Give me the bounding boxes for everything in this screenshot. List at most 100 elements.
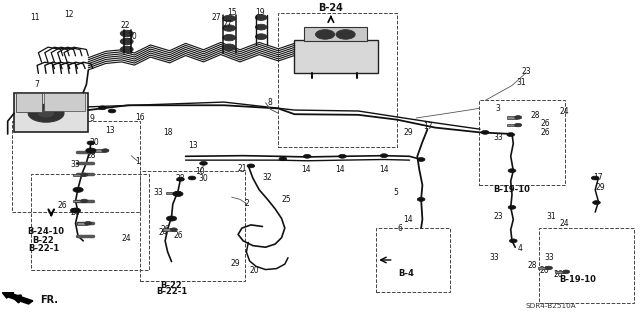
Text: 33: 33	[493, 133, 503, 142]
Circle shape	[200, 161, 207, 165]
Circle shape	[177, 177, 184, 181]
Text: 20: 20	[250, 266, 260, 275]
Circle shape	[545, 266, 552, 270]
Bar	[539, 228, 634, 303]
Circle shape	[120, 46, 133, 53]
Circle shape	[102, 149, 109, 152]
Text: 7: 7	[35, 80, 40, 89]
Text: 17: 17	[593, 173, 604, 182]
Circle shape	[417, 197, 425, 201]
Text: 24: 24	[559, 107, 570, 116]
Text: B-22: B-22	[161, 281, 182, 290]
Text: 26: 26	[173, 231, 183, 240]
Text: 2: 2	[244, 199, 249, 208]
Bar	[140, 171, 245, 281]
Text: 33: 33	[544, 253, 554, 262]
Circle shape	[515, 115, 522, 119]
Text: 6: 6	[397, 224, 403, 233]
Text: 26: 26	[58, 201, 68, 210]
Circle shape	[223, 44, 236, 50]
Circle shape	[508, 169, 516, 173]
Text: 28: 28	[531, 111, 540, 120]
Text: 24: 24	[122, 234, 132, 243]
Text: 28: 28	[86, 151, 95, 160]
Bar	[376, 228, 450, 292]
Text: B-22: B-22	[33, 236, 54, 245]
Bar	[555, 271, 565, 273]
Text: 5: 5	[393, 189, 398, 197]
Circle shape	[339, 154, 346, 158]
Text: 31: 31	[547, 212, 557, 221]
Circle shape	[255, 34, 267, 40]
Text: 12: 12	[65, 10, 74, 19]
Circle shape	[73, 187, 83, 192]
Text: B-24-10: B-24-10	[28, 227, 65, 236]
Circle shape	[87, 141, 95, 145]
Text: 23: 23	[493, 212, 503, 221]
Circle shape	[255, 24, 267, 30]
Circle shape	[507, 133, 515, 137]
Text: SDR4-B2510A: SDR4-B2510A	[525, 303, 576, 309]
Circle shape	[166, 216, 177, 221]
Circle shape	[170, 228, 177, 232]
Text: 22: 22	[120, 21, 129, 30]
Text: 4: 4	[517, 244, 522, 253]
Circle shape	[38, 109, 54, 117]
Bar	[44, 93, 85, 111]
Circle shape	[316, 30, 335, 39]
Bar	[77, 222, 87, 225]
Text: 14: 14	[301, 165, 311, 174]
Circle shape	[417, 158, 425, 161]
Text: 30: 30	[127, 32, 138, 41]
Circle shape	[593, 201, 600, 204]
Bar	[73, 174, 83, 176]
Circle shape	[508, 205, 516, 209]
Text: 13: 13	[105, 126, 115, 135]
Bar	[73, 200, 83, 202]
Text: 30: 30	[198, 174, 209, 182]
Text: 25: 25	[282, 195, 292, 204]
Bar	[278, 13, 397, 147]
Circle shape	[509, 239, 517, 243]
Bar	[16, 93, 42, 112]
Circle shape	[120, 30, 133, 37]
Bar	[31, 174, 149, 270]
Bar	[538, 267, 548, 269]
Text: 3: 3	[495, 104, 500, 113]
Bar	[163, 228, 173, 231]
Circle shape	[255, 15, 267, 20]
Text: 33: 33	[154, 189, 164, 197]
Text: 26: 26	[540, 119, 550, 128]
Text: 1: 1	[135, 157, 140, 166]
Circle shape	[515, 123, 522, 127]
Text: 14: 14	[335, 165, 346, 174]
Bar	[507, 116, 517, 119]
Text: 28: 28	[528, 261, 537, 270]
Text: 13: 13	[188, 141, 198, 150]
Circle shape	[108, 109, 116, 113]
Text: 30: 30	[90, 138, 100, 147]
Circle shape	[174, 191, 181, 195]
FancyArrow shape	[3, 293, 33, 304]
Text: 14: 14	[379, 165, 389, 174]
Text: 23: 23	[521, 67, 531, 76]
Circle shape	[173, 191, 183, 197]
Circle shape	[99, 106, 106, 110]
Text: 18: 18	[163, 128, 172, 137]
Circle shape	[70, 208, 81, 213]
Circle shape	[223, 25, 236, 31]
Text: FR.: FR.	[40, 295, 58, 305]
Text: 26: 26	[539, 266, 549, 275]
Text: B-4: B-4	[399, 269, 414, 278]
Bar	[507, 124, 517, 126]
Bar	[94, 149, 104, 152]
Text: 26: 26	[160, 225, 170, 234]
Bar	[12, 121, 140, 212]
Text: 29: 29	[230, 259, 241, 268]
Bar	[479, 100, 565, 185]
Text: 27: 27	[211, 13, 221, 22]
Text: B-19-10: B-19-10	[559, 275, 596, 284]
Circle shape	[81, 173, 88, 177]
Circle shape	[303, 154, 311, 158]
Text: 29: 29	[595, 183, 605, 192]
